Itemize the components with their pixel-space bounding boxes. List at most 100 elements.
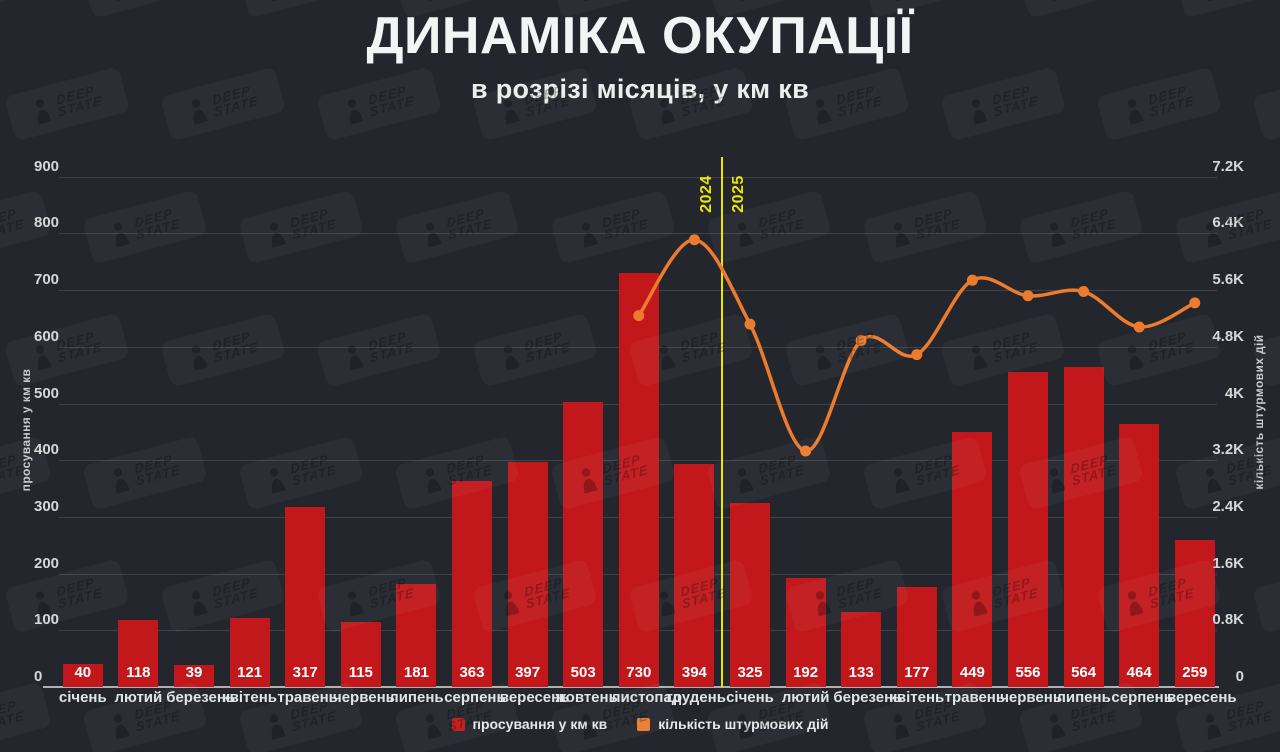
bar-value-label: 503 xyxy=(570,664,596,681)
y-axis-tick-left: 600 xyxy=(34,327,60,345)
y-axis-tick-left: 0 xyxy=(34,668,43,685)
x-axis-label: травень xyxy=(944,689,1006,706)
bar xyxy=(563,401,604,687)
x-axis-label: травень xyxy=(277,689,338,706)
left-axis-title: просування у км кв xyxy=(19,368,33,492)
bar xyxy=(952,432,993,687)
bar xyxy=(507,461,548,687)
bar-value-label: 40 xyxy=(74,664,92,681)
bar xyxy=(229,618,270,687)
bar-value-label: 39 xyxy=(185,664,203,681)
line-point xyxy=(911,349,923,361)
assault-line-chart xyxy=(633,234,1201,457)
x-axis-label: червень xyxy=(333,689,395,706)
bar xyxy=(285,507,326,687)
y-axis-tick-left: 100 xyxy=(34,611,60,629)
legend-label-advance: просування у км кв xyxy=(472,716,608,732)
bar-value-label: 121 xyxy=(237,664,263,681)
bar xyxy=(452,481,492,687)
bar-value-label: 259 xyxy=(1182,664,1208,681)
y-axis-tick-right: 5.6K xyxy=(1212,271,1244,289)
y-axis-tick-right: 2.4K xyxy=(1212,497,1244,515)
year-divider-line xyxy=(721,157,723,687)
x-axis-label: березень xyxy=(166,689,236,706)
right-axis-title: кількість штурмових дій xyxy=(1252,334,1266,490)
x-axis-label: серпень xyxy=(1111,689,1173,706)
chart-title: ДИНАМІКА ОКУПАЦІЇ xyxy=(366,7,914,65)
legend-item-assaults: кількість штурмових дій xyxy=(637,716,828,732)
legend-label-assaults: кількість штурмових дій xyxy=(658,716,829,732)
y-axis-tick-left: 500 xyxy=(34,384,60,402)
advance-swatch-icon xyxy=(451,717,465,731)
x-axis-label: жовтень xyxy=(555,689,618,706)
bar-value-label: 397 xyxy=(515,664,541,681)
x-axis-label: січень xyxy=(58,689,107,706)
y-axis-tick-left: 700 xyxy=(34,271,60,289)
y-axis-tick-right: 0 xyxy=(1235,668,1244,685)
line-point xyxy=(966,274,978,286)
line-point xyxy=(1189,297,1201,309)
y-axis-tick-left: 300 xyxy=(34,497,60,515)
line-point xyxy=(1133,321,1145,333)
y-axis-tick-left: 900 xyxy=(34,157,60,175)
x-axis-labels: січень лютий березень квітень травень червень… xyxy=(55,689,1237,709)
bar-value-label: 464 xyxy=(1126,664,1152,681)
bar xyxy=(1063,367,1104,687)
bar xyxy=(896,586,937,687)
x-axis-label: грудень xyxy=(666,689,726,706)
bar xyxy=(841,611,882,687)
y-axis-tick-right: 6.4K xyxy=(1212,214,1244,232)
x-axis-label: серпень xyxy=(444,689,506,706)
y-axis-tick-left: 200 xyxy=(34,554,60,572)
y-axis-tick-right: 7.2K xyxy=(1212,157,1244,175)
y-axis-tick-left: 800 xyxy=(34,214,60,232)
y-axis-tick-left: 400 xyxy=(34,441,60,459)
x-axis-label: липень xyxy=(1056,689,1111,706)
line-path xyxy=(637,238,1196,453)
line-point xyxy=(633,310,645,322)
assaults-swatch-icon xyxy=(637,717,651,731)
x-axis-label: вересень xyxy=(499,689,570,706)
bar xyxy=(785,578,826,687)
bar-value-label: 133 xyxy=(848,664,874,681)
bar xyxy=(674,463,715,687)
x-axis-label: листопад xyxy=(611,689,682,706)
legend: просування у км кв кількість штурмових д… xyxy=(0,716,1280,732)
x-axis-label: квітень xyxy=(222,689,278,706)
bar xyxy=(62,664,103,687)
bar-value-label: 181 xyxy=(403,664,429,681)
x-axis-label: липень xyxy=(389,689,444,706)
x-axis-label: січень xyxy=(726,689,774,706)
line-point xyxy=(688,234,700,246)
y-axis-tick-right: 3.2K xyxy=(1212,441,1244,459)
bar-value-label: 730 xyxy=(626,664,652,681)
x-axis-label: квітень xyxy=(889,689,945,706)
x-axis-label: березень xyxy=(833,689,903,706)
y-axis-tick-right: 0.8K xyxy=(1212,611,1244,629)
bar-value-label: 394 xyxy=(681,664,707,681)
bar xyxy=(730,502,770,687)
bar xyxy=(618,273,659,687)
bar xyxy=(1174,540,1215,687)
line-point xyxy=(1078,286,1090,298)
line-point xyxy=(1022,290,1034,302)
line-point xyxy=(800,445,812,457)
bar-value-label: 564 xyxy=(1071,664,1097,681)
x-axis-line xyxy=(43,686,1219,688)
bar-value-label: 177 xyxy=(904,664,930,681)
bar xyxy=(1008,371,1048,687)
y-axis-tick-right: 4K xyxy=(1224,384,1244,402)
chart-subtitle: в розрізі місяців, у км кв xyxy=(471,74,809,104)
x-axis-label: лютий xyxy=(114,689,163,706)
plot-area: 2024 2025 40 118 39 121 317 115 181 363 397 503 73… xyxy=(43,157,1223,688)
bar-value-label: 317 xyxy=(292,664,318,681)
x-axis-label: вересень xyxy=(1167,689,1237,706)
line-point xyxy=(855,334,867,346)
bar xyxy=(174,664,214,687)
bar-value-label: 556 xyxy=(1015,664,1041,681)
x-axis-label: лютий xyxy=(781,689,830,706)
legend-item-advance: просування у км кв xyxy=(451,716,608,732)
bar xyxy=(396,584,437,687)
bar xyxy=(118,620,159,687)
